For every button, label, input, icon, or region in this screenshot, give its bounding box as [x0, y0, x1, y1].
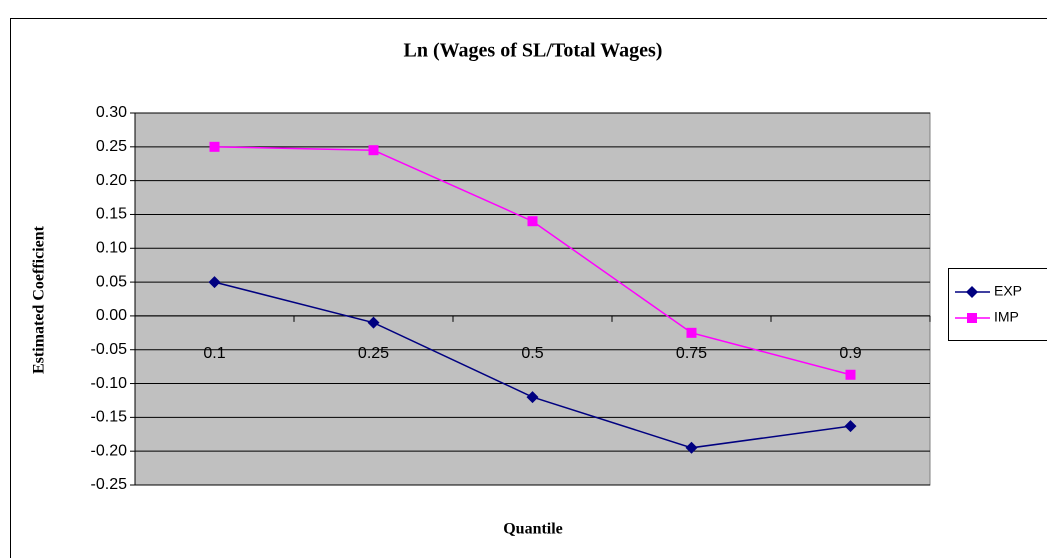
y-tick-label: 0.00 [96, 307, 127, 324]
data-point [367, 316, 380, 329]
x-tick-label: 0.9 [839, 345, 861, 362]
legend-label: EXP [994, 283, 1022, 299]
y-axis-label: Estimated Coefficient [31, 225, 48, 374]
y-tick-label: -0.10 [91, 375, 128, 392]
data-point [845, 369, 856, 380]
plot-area [134, 112, 931, 486]
y-tick-label: 0.30 [96, 104, 127, 121]
legend-marker [967, 313, 977, 323]
data-point [686, 327, 697, 338]
legend-label: IMP [994, 309, 1019, 325]
data-point [208, 276, 221, 289]
y-tick-label: 0.15 [96, 206, 127, 223]
y-tick-label: -0.20 [91, 442, 128, 459]
data-point [527, 216, 538, 227]
y-tick-label: 0.20 [96, 172, 127, 189]
data-point [209, 141, 220, 152]
chart-title: Ln (Wages of SL/Total Wages) [404, 40, 663, 62]
legend-marker [966, 286, 978, 298]
x-tick-label: 0.75 [676, 345, 707, 362]
data-point [685, 441, 698, 454]
y-tick-label: 0.25 [96, 138, 127, 155]
y-tick-label: 0.05 [96, 273, 127, 290]
y-tick-label: -0.25 [91, 476, 128, 493]
legend-box [948, 268, 1047, 341]
x-axis-label: Quantile [503, 521, 563, 538]
x-tick-label: 0.1 [203, 345, 225, 362]
x-tick-label: 0.5 [521, 345, 543, 362]
y-tick-label: -0.15 [91, 409, 128, 426]
y-tick-label: 0.10 [96, 239, 127, 256]
data-point [844, 420, 857, 433]
y-tick-label: -0.05 [91, 341, 128, 358]
data-point [368, 145, 379, 156]
data-point [526, 391, 539, 404]
x-tick-label: 0.25 [358, 345, 389, 362]
